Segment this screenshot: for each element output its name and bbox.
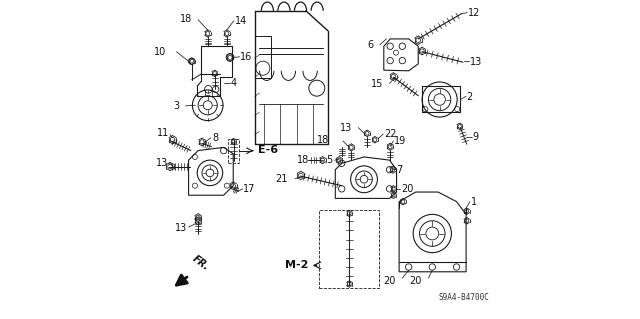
Text: 5: 5 [326, 155, 333, 165]
Text: 4: 4 [230, 78, 237, 88]
Text: E-6: E-6 [258, 145, 278, 155]
Text: 13: 13 [175, 223, 188, 233]
Text: 3: 3 [173, 101, 179, 111]
Text: 18: 18 [317, 135, 329, 145]
Text: 18: 18 [296, 155, 309, 165]
Text: 8: 8 [212, 133, 218, 143]
Text: 13: 13 [156, 158, 168, 168]
Text: 15: 15 [371, 79, 384, 89]
Bar [319, 210, 380, 288]
Bar [228, 139, 239, 163]
Text: 20: 20 [410, 276, 422, 286]
Text: 19: 19 [394, 136, 406, 146]
Text: S9A4-B4700C: S9A4-B4700C [438, 293, 489, 302]
Text: 9: 9 [472, 132, 479, 142]
Text: FR.: FR. [190, 254, 211, 273]
Text: M-2: M-2 [285, 260, 308, 271]
Text: 16: 16 [240, 52, 253, 62]
Text: 21: 21 [276, 174, 288, 184]
Text: 20: 20 [401, 184, 413, 194]
Text: 2: 2 [467, 92, 473, 102]
Text: 18: 18 [180, 14, 193, 24]
Text: 20: 20 [383, 276, 396, 286]
Text: 11: 11 [157, 128, 170, 138]
Text: 14: 14 [234, 16, 247, 26]
Text: 17: 17 [243, 184, 256, 194]
Text: 22: 22 [384, 129, 396, 139]
Text: 7: 7 [397, 165, 403, 175]
Text: 13: 13 [340, 122, 352, 133]
Text: 12: 12 [468, 8, 481, 18]
Bar [255, 36, 271, 78]
Text: 13: 13 [470, 56, 482, 67]
Text: 10: 10 [154, 47, 166, 57]
Text: 1: 1 [470, 197, 477, 207]
Text: 6: 6 [367, 40, 374, 50]
